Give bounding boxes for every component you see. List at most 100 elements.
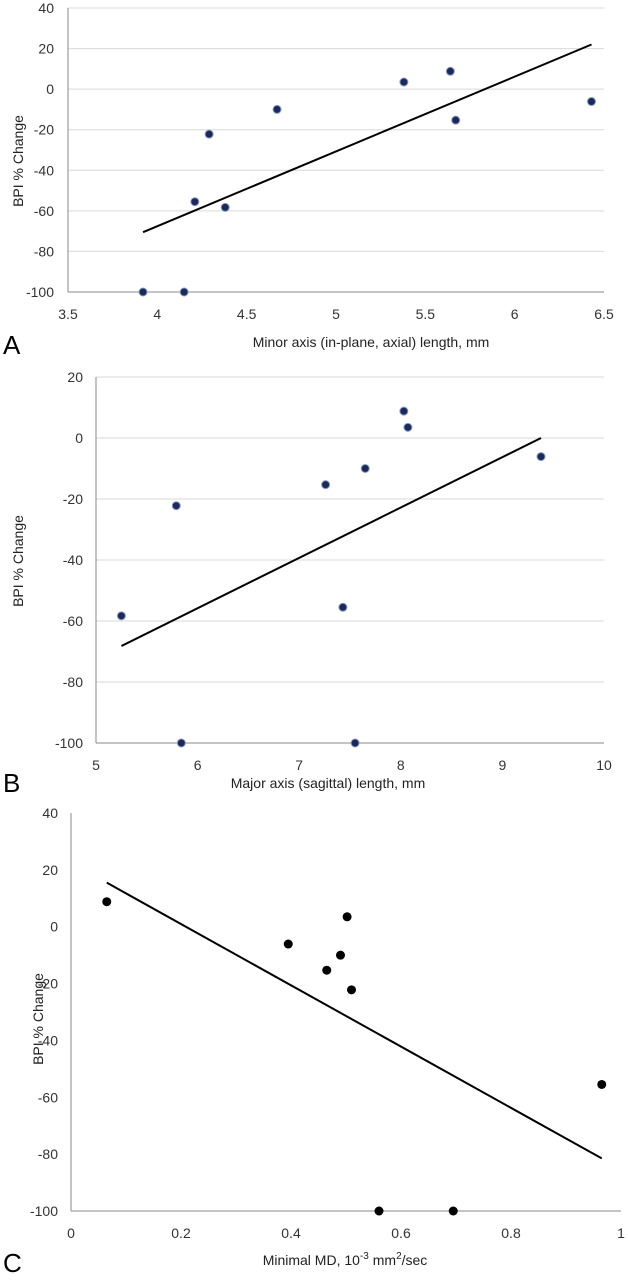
panel-c-y-tick-label: -20 bbox=[38, 976, 58, 992]
panel-a-data-point bbox=[220, 202, 230, 212]
panel-c-trendline-group bbox=[106, 881, 603, 1160]
panel-a-x-tick-label: 6 bbox=[511, 306, 519, 322]
panel-b-x-tick-label: 5 bbox=[92, 757, 100, 773]
panel-c-x-tick-label: 0 bbox=[67, 1225, 75, 1241]
panel-b-data-point bbox=[360, 464, 370, 473]
panel-c-y-tick-label: 0 bbox=[50, 919, 58, 935]
panel-c-trendline bbox=[106, 881, 603, 1160]
panel-c-axes bbox=[70, 813, 621, 1212]
panel-a-data-point bbox=[445, 66, 455, 76]
panel-b-letter: B bbox=[3, 768, 20, 798]
panel-b-y-tick-label: -80 bbox=[63, 674, 83, 690]
panel-a-y-tick-label: 20 bbox=[38, 41, 54, 57]
panel-c-data-point bbox=[322, 965, 332, 975]
panel-b-data-point bbox=[350, 738, 360, 748]
panel-a-x-tick-label: 4.5 bbox=[237, 306, 257, 322]
panel-b-grid bbox=[96, 376, 604, 683]
panel-a-y-tick-label: -100 bbox=[26, 284, 54, 300]
panel-b: -100 -80 -60 -40 -20 0 20 5 6 7 8 9 10 BPI % Change… bbox=[3, 369, 612, 798]
panel-c-y-axis-label: BPI % Change bbox=[30, 973, 46, 1065]
panel-b-y-tick-label: -100 bbox=[55, 735, 83, 751]
panel-a-y-tick-label: -40 bbox=[34, 162, 54, 178]
panel-a-letter: A bbox=[3, 330, 21, 360]
panel-a-points bbox=[138, 66, 596, 297]
panel-b-data-point bbox=[338, 602, 348, 612]
panel-a-x-tick-label: 6.5 bbox=[594, 306, 614, 322]
panel-a-grid bbox=[68, 7, 604, 252]
panel-c-y-tick-label: -40 bbox=[38, 1032, 58, 1048]
panel-b-y-tick-label: -60 bbox=[63, 613, 83, 629]
panel-c-data-point bbox=[374, 1206, 384, 1216]
panel-c-data-point bbox=[342, 912, 352, 922]
panel-b-trendline bbox=[120, 437, 542, 647]
panel-c-x-axis-label-prefix: Minimal MD, 10 bbox=[263, 1252, 360, 1268]
panel-c-y-tick-label: -100 bbox=[30, 1203, 58, 1219]
panel-b-x-tick-label: 8 bbox=[397, 757, 405, 773]
panel-a-y-tick-label: -80 bbox=[34, 243, 54, 259]
panel-c-y-tick-label: -60 bbox=[38, 1089, 58, 1105]
panel-b-data-point bbox=[171, 501, 181, 511]
panel-c-x-tick-label: 0.6 bbox=[391, 1225, 411, 1241]
panel-b-y-tick-label: -20 bbox=[63, 491, 83, 507]
panel-b-y-tick-label: -40 bbox=[63, 552, 83, 568]
panel-b-y-ticks: -100 -80 -60 -40 -20 0 20 bbox=[55, 369, 83, 751]
panel-c-x-axis-label: Minimal MD, 10-3 mm2/sec bbox=[263, 1251, 428, 1268]
panel-b-data-point bbox=[116, 611, 126, 621]
panel-b-y-axis-label: BPI % Change bbox=[10, 515, 26, 607]
panel-c-x-axis-label-mid: mm bbox=[369, 1252, 396, 1268]
panel-b-y-tick-label: 0 bbox=[75, 430, 83, 446]
panel-a-data-point bbox=[451, 115, 461, 125]
panel-c-x-axis-label-sup2: 2 bbox=[396, 1251, 402, 1262]
panel-a-y-tick-label: 0 bbox=[46, 81, 54, 97]
panel-c-y-tick-label: 40 bbox=[42, 805, 58, 821]
panel-c-data-point bbox=[448, 1206, 458, 1216]
panel-a-x-tick-label: 3.5 bbox=[58, 306, 78, 322]
panel-b-trendline-group bbox=[120, 437, 542, 647]
panel-a-trendline-group bbox=[142, 43, 592, 234]
panel-a-y-tick-label: -60 bbox=[34, 203, 54, 219]
panel-a-y-ticks: -100 -80 -60 -40 -20 0 20 40 bbox=[26, 0, 54, 300]
panel-c-x-axis-label-sup: -3 bbox=[360, 1251, 369, 1262]
panel-a-data-point bbox=[272, 104, 282, 114]
panel-c-y-tick-label: -80 bbox=[38, 1146, 58, 1162]
panel-b-data-point bbox=[176, 738, 186, 748]
panel-c-data-point bbox=[102, 897, 112, 907]
panel-b-data-point bbox=[403, 422, 413, 432]
panel-a-x-tick-label: 5.5 bbox=[416, 306, 436, 322]
panel-a-data-point bbox=[204, 129, 214, 139]
panel-b-data-point bbox=[399, 406, 409, 416]
panel-a: -100 -80 -60 -40 -20 0 20 40 3.5 4 4.5 5 5.5 6 6.5 BP… bbox=[3, 0, 614, 360]
panel-c-x-tick-label: 0.4 bbox=[281, 1225, 301, 1241]
panel-a-x-ticks: 3.5 4 4.5 5 5.5 6 6.5 bbox=[58, 306, 614, 322]
panel-c-y-ticks: -100 -80 -60 -40 -20 0 20 40 bbox=[30, 805, 58, 1219]
panel-a-data-point bbox=[399, 77, 409, 87]
panel-c-x-axis-label-suffix: /sec bbox=[402, 1252, 428, 1268]
panel-a-x-axis-label: Minor axis (in-plane, axial) length, mm bbox=[253, 334, 490, 350]
panel-b-x-tick-label: 10 bbox=[596, 757, 612, 773]
panel-a-data-point bbox=[179, 287, 189, 297]
panel-c-data-point bbox=[336, 950, 345, 960]
panel-a-data-point bbox=[190, 197, 200, 207]
panel-b-y-tick-label: 20 bbox=[67, 369, 83, 385]
panel-c: -100 -80 -60 -40 -20 0 20 40 0 0.2 0.4 0.6 0.8 1 BPI… bbox=[3, 805, 625, 1278]
panel-c-data-point bbox=[597, 1079, 607, 1089]
panel-a-data-point bbox=[586, 97, 596, 107]
panel-a-y-tick-label: -20 bbox=[34, 122, 54, 138]
panel-a-axes bbox=[67, 8, 604, 293]
panel-c-x-tick-label: 0.2 bbox=[171, 1225, 191, 1241]
panel-a-y-tick-label: 40 bbox=[38, 0, 54, 16]
panel-b-x-tick-label: 6 bbox=[194, 757, 202, 773]
panel-c-data-point bbox=[347, 985, 356, 995]
panel-a-trendline bbox=[142, 43, 592, 234]
panel-a-x-tick-label: 5 bbox=[332, 306, 340, 322]
panel-b-x-tick-label: 9 bbox=[499, 757, 507, 773]
panel-c-y-tick-label: 20 bbox=[42, 862, 58, 878]
panel-a-x-tick-label: 4 bbox=[153, 306, 161, 322]
panel-c-points bbox=[102, 897, 607, 1216]
panel-c-x-tick-label: 1 bbox=[617, 1225, 625, 1241]
panel-b-points bbox=[116, 406, 546, 748]
panel-c-data-point bbox=[283, 939, 293, 949]
panel-a-y-axis-label: BPI % Change bbox=[10, 115, 26, 207]
panel-c-letter: C bbox=[3, 1248, 22, 1278]
